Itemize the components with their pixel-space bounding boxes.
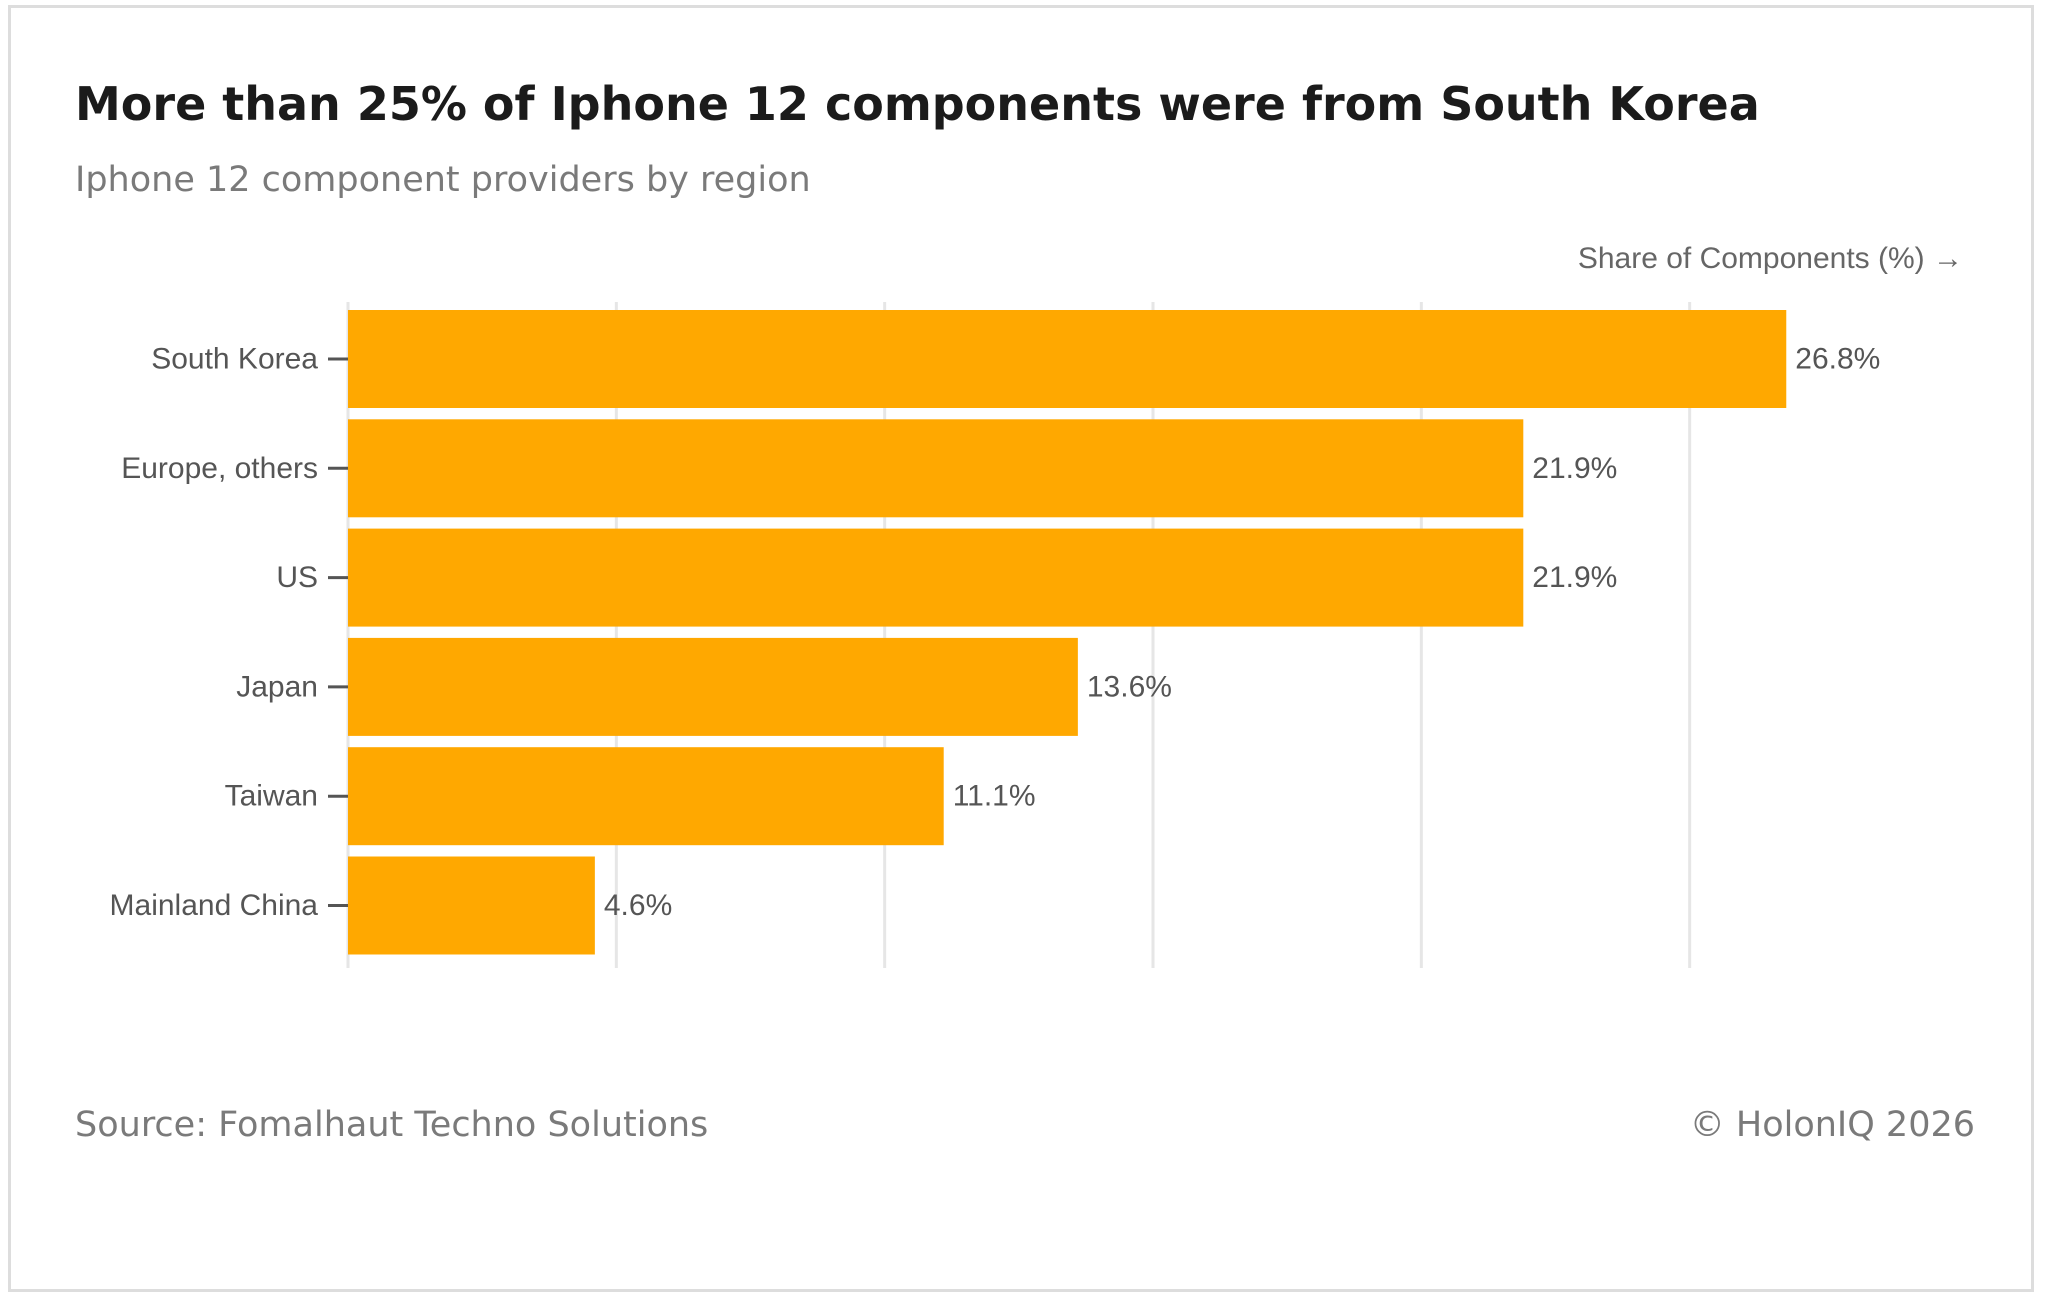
- chart-subtitle: Iphone 12 component providers by region: [75, 160, 811, 200]
- value-label: 21.9%: [1532, 452, 1617, 485]
- chart-title: More than 25% of Iphone 12 components we…: [75, 77, 1760, 131]
- category-label: Europe, others: [121, 452, 318, 485]
- copyright-note: © HolonIQ 2026: [1689, 1105, 1975, 1145]
- bar[interactable]: [348, 637, 1078, 736]
- source-note: Source: Fomalhaut Techno Solutions: [75, 1105, 709, 1145]
- value-label: 11.1%: [953, 780, 1036, 813]
- category-label: Japan: [236, 670, 318, 703]
- value-label: 4.6%: [604, 889, 672, 922]
- category-labels: South Korea Europe, others US Japan Taiwan Ma…: [110, 343, 319, 923]
- category-label: Taiwan: [225, 780, 318, 813]
- bar[interactable]: [348, 856, 595, 955]
- value-label: 13.6%: [1087, 670, 1172, 703]
- bar[interactable]: [348, 528, 1524, 627]
- category-ticks: [328, 357, 348, 907]
- category-label: US: [276, 561, 318, 594]
- bar[interactable]: [348, 419, 1524, 518]
- bar[interactable]: [348, 747, 944, 846]
- category-label: South Korea: [151, 343, 318, 376]
- bars: [348, 310, 1787, 955]
- category-label: Mainland China: [110, 889, 319, 922]
- bar[interactable]: [348, 310, 1787, 408]
- value-label: 21.9%: [1532, 561, 1617, 594]
- x-axis-title: Share of Components (%) →: [1578, 242, 1963, 275]
- value-label: 26.8%: [1795, 343, 1880, 376]
- value-labels: 26.8% 21.9% 21.9% 13.6% 11.1% 4.6%: [604, 343, 1880, 923]
